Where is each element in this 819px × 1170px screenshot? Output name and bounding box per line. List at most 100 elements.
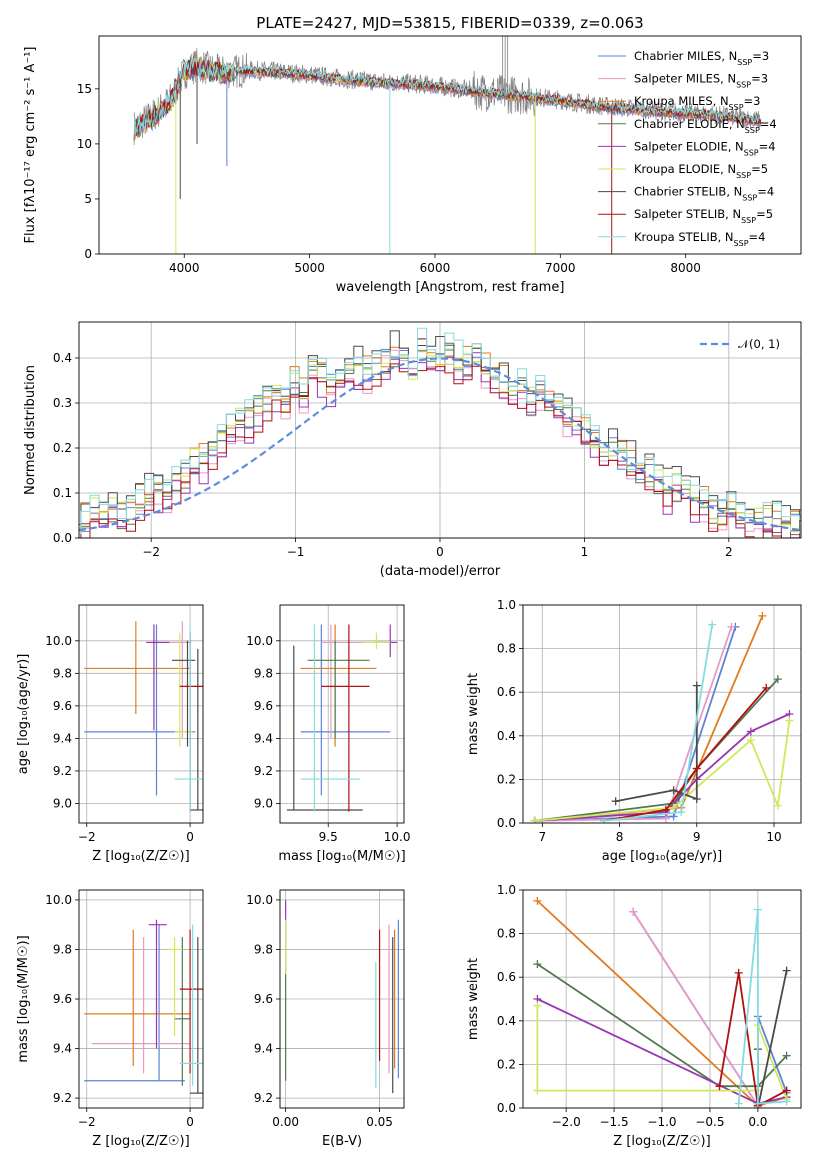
x-tick-label: −2 [142, 545, 160, 559]
axes-mass-vs-Z: −2 0 9.2 9.4 9.6 9.8 10.0 Z [log₁₀(Z/Z☉)] mass [… [16, 889, 204, 1149]
axes-mass-weight-vs-Z: −2.0 −1.5 −1.0 −0.5 0.0 0.0 0.2 0.4 0.6 0.8 1.0 Z [… [466, 883, 802, 1149]
mass-weight-line-7 [603, 687, 767, 822]
plot-area-age-vs-Z [84, 621, 203, 812]
x-tick-label: −2.0 [552, 1115, 581, 1129]
y-tick-label: 0.1 [53, 486, 72, 500]
y-tick-label: 9.6 [53, 992, 72, 1006]
data-point-marker [611, 797, 620, 806]
x-tick-label: 5000 [294, 261, 325, 275]
y-tick-label: 0.4 [53, 351, 72, 365]
y-tick-label: 9.8 [254, 942, 273, 956]
mass-weight-line-6 [615, 685, 698, 803]
axes-mass-weight-vs-age: 7 8 9 10 0.0 0.2 0.4 0.6 0.8 1.0 age [log₁₀(age/yr… [466, 598, 802, 864]
y-tick-label: 10.0 [246, 634, 273, 648]
axes-age-vs-Z: −2 0 9.0 9.2 9.4 9.6 9.8 10.0 Z [log₁₀(Z/Z☉)] age… [16, 604, 204, 864]
y-tick-label: 0.8 [497, 642, 516, 656]
histogram-step-3 [79, 342, 801, 538]
x-tick-label: 0.05 [366, 1115, 393, 1129]
y-tick-label: 9.0 [254, 796, 273, 810]
y-tick-label: 9.6 [53, 699, 72, 713]
x-tick-label: −2 [78, 830, 96, 844]
x-tick-label: −1.5 [599, 1115, 628, 1129]
histogram-step-5 [79, 348, 801, 534]
x-tick-label: 0.0 [748, 1115, 767, 1129]
y-axis-label: mass weight [466, 958, 481, 1040]
x-tick-label: 2 [725, 545, 733, 559]
y-tick-label: 9.4 [53, 731, 72, 745]
data-point-marker [629, 907, 638, 916]
y-tick-label: 0.6 [497, 685, 516, 699]
axes-frame [98, 35, 802, 255]
legend-label: Salpeter STELIB, NSSP=5 [634, 207, 773, 225]
data-point-marker [785, 716, 794, 725]
y-tick-label: 9.2 [53, 1091, 72, 1105]
legend-label: Chabrier STELIB, NSSP=4 [634, 185, 774, 203]
y-tick-label: 0 [84, 247, 92, 261]
x-tick-label: 10 [766, 830, 781, 844]
data-point-marker [782, 1086, 791, 1095]
mass-weight-line-8 [737, 909, 787, 1105]
axes-age-vs-mass: 9.5 10.0 9.0 9.2 9.4 9.6 9.8 10.0 mass [log₁₀(M/… [246, 604, 410, 864]
y-axis-label: mass [log₁₀(M/M☉)] [16, 935, 31, 1062]
y-tick-label: 9.8 [53, 666, 72, 680]
plot-area-mass-weight-vs-age [530, 611, 794, 823]
data-point-marker [600, 816, 609, 823]
x-tick-label: −0.5 [695, 1115, 724, 1129]
data-point-marker [753, 905, 762, 914]
x-axis-label: E(B-V) [322, 1134, 362, 1149]
x-tick-label: 8000 [670, 261, 701, 275]
data-point-marker [692, 795, 701, 804]
x-tick-label: −1 [287, 545, 305, 559]
y-tick-label: 0.0 [497, 816, 516, 830]
mass-weight-line-3 [534, 678, 779, 822]
y-tick-label: 9.8 [53, 942, 72, 956]
y-tick-label: 0.4 [497, 729, 516, 743]
x-axis-label: wavelength [Angstrom, rest frame] [336, 280, 565, 295]
y-tick-label: 0.6 [497, 970, 516, 984]
y-tick-label: 10.0 [45, 893, 72, 907]
y-tick-label: 9.6 [254, 699, 273, 713]
axes-residuals: −2 −1 0 1 2 0.0 0.1 0.2 0.3 0.4 (data-model)/error… [23, 321, 802, 579]
y-tick-label: 0.0 [497, 1101, 516, 1115]
x-tick-label: 9.5 [319, 830, 338, 844]
data-point-marker [692, 764, 701, 773]
x-axis-label: age [log₁₀(age/yr)] [602, 849, 723, 864]
data-point-marker [782, 1097, 791, 1106]
axes-frame [279, 889, 405, 1109]
histogram-step-8 [79, 327, 801, 530]
x-axis-label: (data-model)/error [380, 564, 501, 579]
y-tick-label: 10.0 [246, 893, 273, 907]
x-axis-label: mass [log₁₀(M/M☉)] [278, 849, 405, 864]
legend-label: Chabrier MILES, NSSP=3 [634, 49, 769, 67]
data-point-marker [734, 1099, 743, 1108]
data-point-marker [753, 1099, 762, 1108]
data-point-marker [533, 1086, 542, 1095]
y-tick-label: 5 [84, 192, 92, 206]
y-axis-label: mass weight [466, 673, 481, 755]
y-tick-label: 9.4 [254, 1042, 273, 1056]
legend-label: Salpeter ELODIE, NSSP=4 [634, 139, 776, 157]
axes-frame [78, 321, 802, 539]
y-tick-label: 9.4 [53, 1042, 72, 1056]
y-tick-label: 0.0 [53, 531, 72, 545]
y-tick-label: 10 [77, 137, 92, 151]
y-tick-label: 9.0 [53, 796, 72, 810]
y-tick-label: 0.8 [497, 927, 516, 941]
y-tick-label: 9.4 [254, 731, 273, 745]
y-tick-label: 0.2 [53, 441, 72, 455]
data-point-marker [762, 683, 771, 692]
data-point-marker [715, 1082, 724, 1091]
data-point-marker [734, 968, 743, 977]
x-tick-label: 0 [186, 1115, 194, 1129]
y-tick-label: 10.0 [45, 634, 72, 648]
data-point-marker [669, 786, 678, 795]
plot-area-age-vs-mass [286, 624, 398, 812]
data-point-marker [782, 966, 791, 975]
data-point-marker [773, 675, 782, 684]
mass-weight-line-7 [718, 972, 788, 1108]
model-spectrum-8 [133, 56, 761, 138]
y-tick-label: 0.2 [497, 1057, 516, 1071]
data-point-marker [669, 803, 678, 812]
y-axis-label: age [log₁₀(age/yr)] [16, 654, 31, 775]
